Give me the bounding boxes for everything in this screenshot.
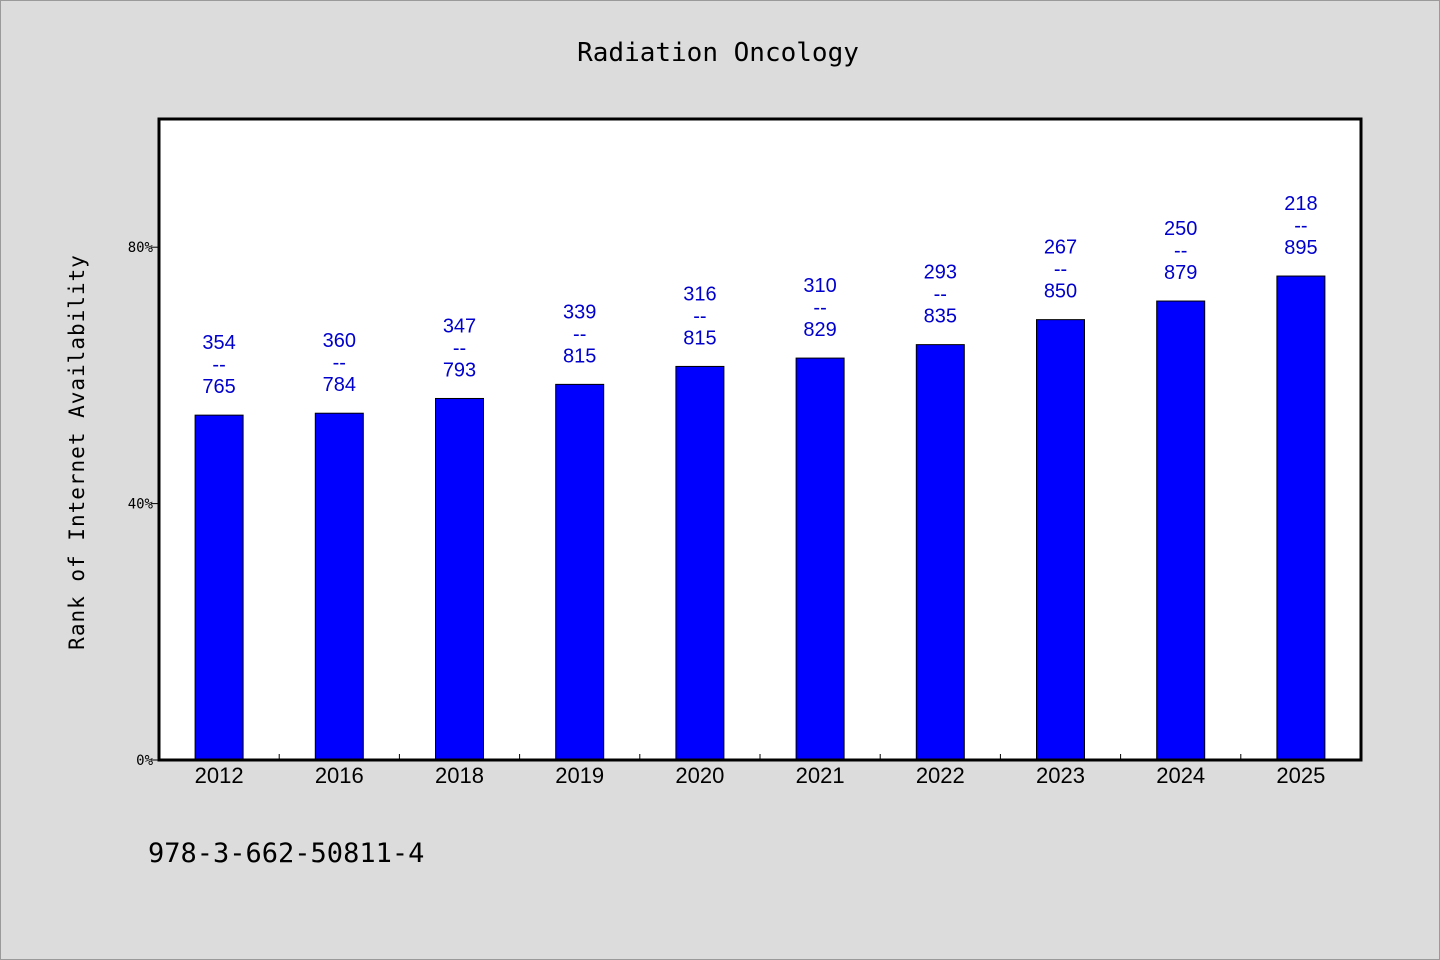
y-tick-label: 80% <box>128 240 154 256</box>
data-labels-group: 354--765360--784347--793339--815316--815… <box>202 193 1317 398</box>
data-label-separator: -- <box>333 352 346 374</box>
data-label-rank: 316 <box>683 283 716 305</box>
isbn-text: 978-3-662-50811-4 <box>148 838 424 869</box>
data-label-total: 815 <box>683 327 716 349</box>
data-label-rank: 250 <box>1164 218 1197 240</box>
bar-2022 <box>915 344 965 761</box>
y-tick-label: 40% <box>128 497 154 513</box>
x-tick-label: 2023 <box>1036 763 1085 788</box>
bar-2018 <box>435 397 484 761</box>
data-label-total: 793 <box>443 359 476 381</box>
data-label-rank: 360 <box>323 330 356 352</box>
x-tick-label: 2019 <box>555 763 604 788</box>
data-label-total: 784 <box>323 374 356 396</box>
x-tick-label: 2022 <box>916 763 965 788</box>
data-label-total: 829 <box>803 319 836 341</box>
data-label-rank: 339 <box>563 301 596 323</box>
data-label-total: 835 <box>924 306 957 328</box>
data-label-total: 879 <box>1164 262 1197 284</box>
data-label-separator: -- <box>212 354 225 376</box>
x-tick-label: 2021 <box>796 763 845 788</box>
y-tick-label: 0% <box>136 753 153 769</box>
chart-title: Radiation Oncology <box>577 38 859 68</box>
bar-2016 <box>314 412 364 761</box>
data-label-total: 850 <box>1044 281 1077 303</box>
bar-2021 <box>795 357 845 761</box>
data-label-rank: 310 <box>803 275 836 297</box>
bar-2025 <box>1276 275 1326 761</box>
bar-2012 <box>194 414 244 761</box>
x-tick-label: 2018 <box>435 763 484 788</box>
bar-2019 <box>555 383 605 761</box>
data-label-separator: -- <box>573 323 586 345</box>
data-label-separator: -- <box>1174 240 1187 262</box>
bars-group <box>194 275 1326 761</box>
data-label-separator: -- <box>693 305 706 327</box>
axes-group: 2012 2016 2018 2019 2020 2021 2022 2023 2024 2025… <box>128 240 1326 788</box>
x-tick-label: 2024 <box>1156 763 1205 788</box>
bar-2023 <box>1036 319 1085 761</box>
x-tick-label: 2012 <box>195 763 244 788</box>
data-label-separator: -- <box>934 284 947 306</box>
y-axis-label: Rank of Internet Availability <box>65 254 89 650</box>
plot-border <box>157 117 1363 762</box>
data-label-total: 815 <box>563 345 596 367</box>
x-tick-label: 2025 <box>1276 763 1325 788</box>
data-label-total: 895 <box>1284 237 1317 259</box>
data-label-rank: 293 <box>924 262 957 284</box>
data-label-rank: 354 <box>202 332 235 354</box>
data-label-total: 765 <box>202 376 235 398</box>
data-label-rank: 218 <box>1284 193 1317 215</box>
data-label-rank: 347 <box>443 315 476 337</box>
bar-2024 <box>1156 300 1206 761</box>
data-label-separator: -- <box>1294 215 1307 237</box>
data-label-rank: 267 <box>1044 237 1077 259</box>
x-tick-label: 2016 <box>315 763 364 788</box>
x-tick-label: 2020 <box>675 763 724 788</box>
data-label-separator: -- <box>1054 259 1067 281</box>
bar-2020 <box>675 365 725 761</box>
data-label-separator: -- <box>453 337 466 359</box>
data-label-separator: -- <box>813 297 826 319</box>
